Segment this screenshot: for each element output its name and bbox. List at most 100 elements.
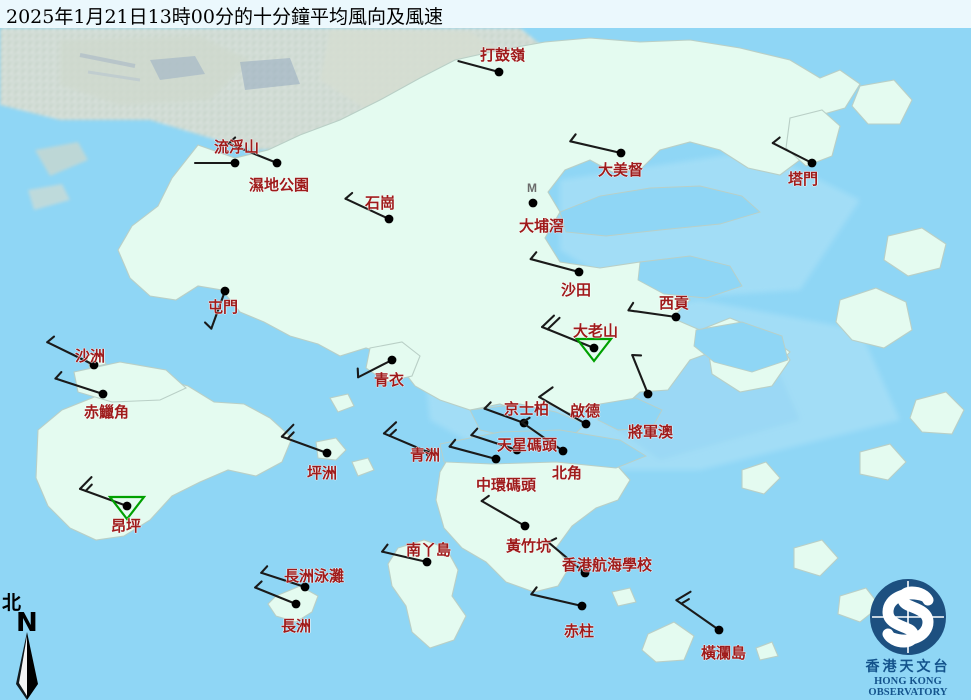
wind-station-cheung-chau-beach[interactable]	[260, 565, 310, 592]
wind-station-tuen-mun[interactable]	[203, 286, 230, 330]
station-dot	[272, 158, 282, 168]
barb-half	[529, 251, 538, 261]
wind-station-ta-kwu-ling[interactable]	[457, 60, 504, 77]
wind-station-tseung-kwan-o[interactable]	[631, 354, 653, 399]
hko-logo-cn: 香港天文台	[865, 659, 951, 675]
station-dot	[491, 454, 501, 464]
barb-half	[547, 537, 558, 544]
station-dot	[220, 286, 230, 296]
elevated-station-marker	[107, 495, 147, 521]
barb-half	[483, 401, 492, 410]
wind-station-central-pier[interactable]	[448, 438, 501, 464]
barb-shaft	[46, 341, 96, 367]
barb-shaft	[382, 432, 432, 455]
station-label-tap-mun: 塔門	[788, 170, 819, 188]
barb-half	[530, 586, 538, 596]
wind-station-wetland-park[interactable]	[227, 136, 282, 168]
station-label-kings-park: 京士柏	[504, 400, 550, 418]
station-label-star-ferry: 天星碼頭	[497, 436, 558, 454]
barb-full	[382, 421, 398, 435]
barb-half	[46, 335, 56, 344]
wind-station-tai-mei-tuk[interactable]	[569, 133, 626, 158]
barb-shaft	[78, 487, 129, 508]
barb-half	[84, 483, 93, 493]
station-dot	[589, 343, 599, 353]
wind-station-shek-kong[interactable]	[344, 191, 394, 224]
barb-half	[344, 191, 354, 200]
wind-station-tates-cairn[interactable]	[541, 314, 614, 363]
compass-label-n: N	[16, 608, 38, 638]
station-dot	[577, 601, 587, 611]
station-label-sha-tin: 沙田	[561, 281, 592, 299]
barb-full	[538, 386, 554, 399]
wind-station-tsing-yi[interactable]	[356, 355, 397, 379]
station-label-ta-kwu-ling: 打鼓嶺	[480, 46, 526, 64]
barb-shaft	[541, 325, 596, 350]
wind-station-hk-sea-school[interactable]	[547, 537, 590, 578]
compass-needle-icon	[16, 632, 38, 700]
station-label-tseung-kwan-o: 將軍澳	[628, 423, 674, 441]
barb-half	[227, 136, 237, 145]
barb-half	[470, 427, 479, 437]
station-label-tai-po-kau: 大埔滘	[519, 217, 565, 235]
station-label-tuen-mun: 屯門	[208, 298, 239, 316]
land-se-isle2	[837, 587, 881, 623]
barb-shaft	[569, 140, 623, 155]
wind-station-tai-po-kau[interactable]	[528, 198, 538, 208]
barb-shaft	[54, 377, 105, 396]
barb-shaft	[457, 60, 501, 74]
wind-station-sha-tin[interactable]	[529, 251, 584, 277]
wind-station-wong-chuk-hang[interactable]	[480, 494, 530, 531]
barb-half	[203, 321, 213, 330]
wind-station-peng-chau[interactable]	[280, 423, 332, 458]
hko-logo: 香港天文台 HONG KONG OBSERVATORY	[848, 578, 968, 698]
station-label-peng-chau: 坪洲	[307, 464, 338, 482]
barb-half	[520, 416, 531, 424]
station-dot	[322, 448, 332, 458]
barb-shaft	[470, 434, 519, 452]
wind-station-sai-kung[interactable]	[627, 301, 681, 322]
compass-label-cn: 北	[2, 592, 22, 614]
station-dot	[558, 446, 568, 456]
station-dot	[581, 419, 591, 429]
barb-full	[675, 590, 692, 602]
wind-station-kai-tak[interactable]	[538, 386, 591, 429]
station-dot	[230, 158, 240, 168]
barb-shaft	[210, 289, 227, 330]
station-label-tai-mei-tuk: 大美督	[598, 161, 644, 179]
wind-station-ngong-ping[interactable]	[78, 476, 147, 521]
station-label-north-point: 北角	[552, 464, 583, 482]
barb-half	[388, 428, 397, 437]
station-label-ngong-ping: 昂坪	[111, 517, 142, 535]
wind-station-tap-mun[interactable]	[771, 136, 817, 168]
station-label-cheung-chau: 長洲	[281, 617, 312, 635]
wind-barb-layer[interactable]	[46, 60, 817, 635]
wind-station-stanley[interactable]	[530, 586, 587, 611]
barb-shaft	[357, 358, 394, 379]
barb-shaft	[547, 541, 587, 575]
wind-station-lau-fau-shan[interactable]	[193, 158, 240, 168]
land-small-isle-1	[611, 587, 637, 607]
wind-station-lamma-island[interactable]	[381, 543, 432, 567]
barb-full	[280, 423, 295, 438]
wind-station-chek-lap-kok[interactable]	[54, 371, 108, 399]
wind-station-north-point[interactable]	[520, 416, 568, 456]
barb-shaft	[675, 599, 721, 632]
barb-shaft	[771, 141, 814, 165]
station-dot	[98, 389, 108, 399]
wind-station-sha-chau[interactable]	[46, 335, 99, 370]
hko-logo-en: HONG KONG OBSERVATORY	[868, 676, 948, 698]
barb-shaft	[520, 421, 565, 453]
barb-half	[627, 301, 635, 312]
station-dot	[671, 312, 681, 322]
barb-shaft	[260, 571, 307, 589]
wind-station-star-ferry[interactable]	[470, 427, 522, 455]
wind-station-tsing-chau[interactable]	[382, 421, 435, 458]
wind-station-waglan-island[interactable]	[675, 590, 724, 635]
barb-half	[254, 580, 263, 589]
wind-station-cheung-chau[interactable]	[254, 580, 301, 609]
land-lamma	[387, 539, 467, 649]
station-label-lau-fau-shan: 流浮山	[214, 138, 260, 156]
